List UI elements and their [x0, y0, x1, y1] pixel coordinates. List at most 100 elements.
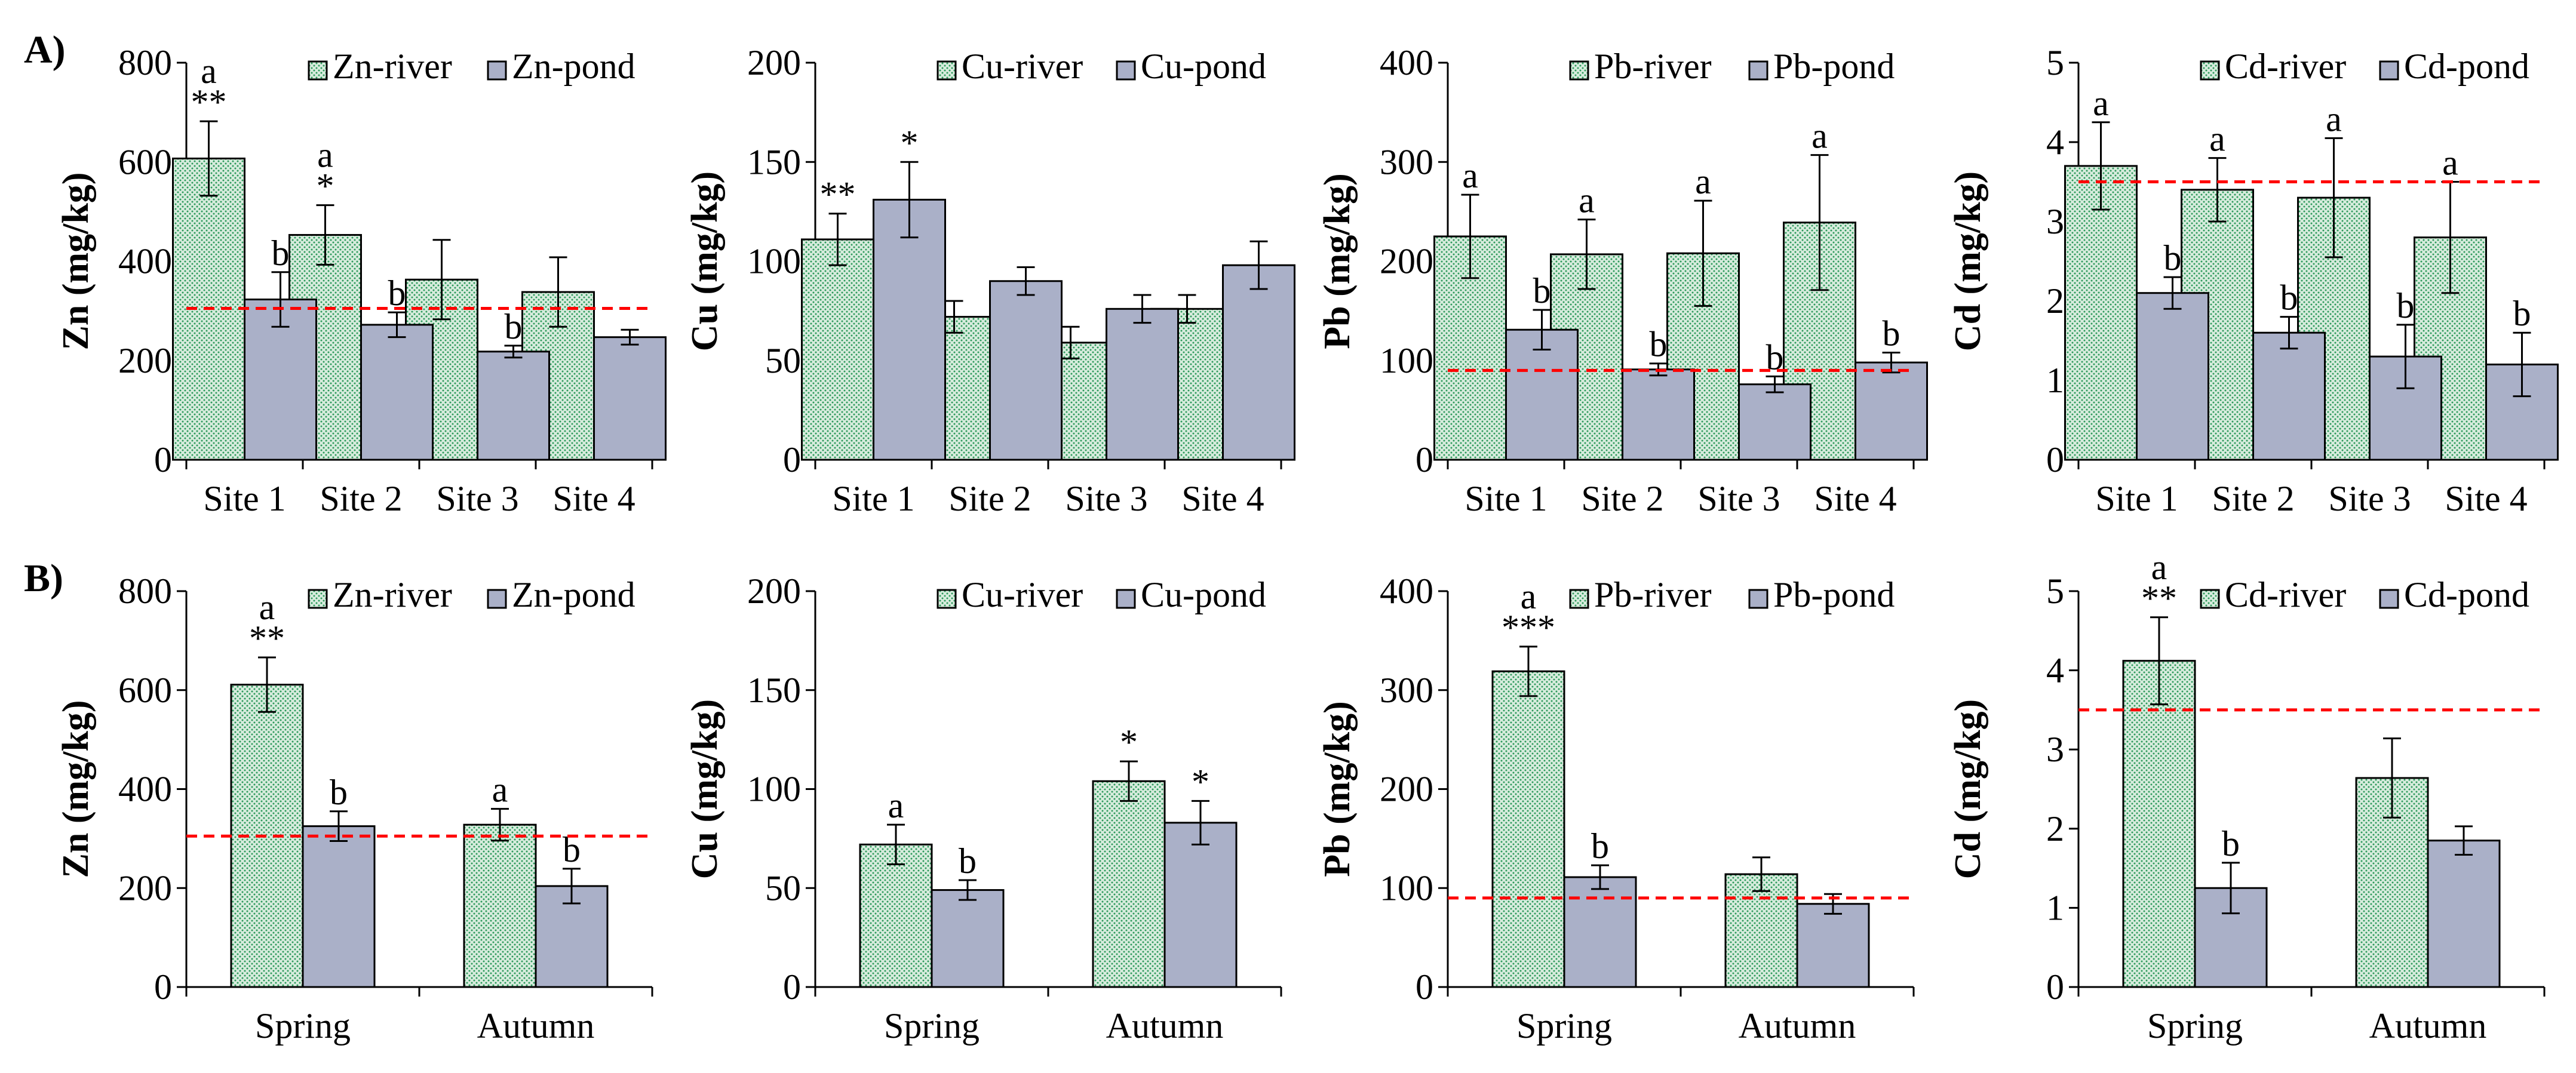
- legend-label-cu-river: Cu-river: [962, 47, 1083, 86]
- x-tick-label: Site 2: [948, 479, 1031, 518]
- y-tick-label: 400: [118, 770, 172, 809]
- legend-label-cd-river: Cd-river: [2225, 47, 2346, 86]
- y-tick-label: 200: [118, 341, 172, 380]
- y-tick-label: 0: [1416, 967, 1433, 1007]
- legend-label-zn-river: Zn-river: [333, 575, 452, 614]
- x-tick-label: Site 4: [1814, 479, 1896, 518]
- legend-label-cd-pond: Cd-pond: [2404, 47, 2529, 86]
- legend-swatch-cd-pond: [2379, 60, 2399, 81]
- y-tick-label: 0: [154, 967, 172, 1007]
- x-tick-label: Site 2: [320, 479, 402, 518]
- x-tick-label: Site 1: [832, 479, 914, 518]
- legend-label-pb-pond: Pb-pond: [1773, 47, 1895, 86]
- bar-cd-pond: [2427, 840, 2501, 988]
- y-axis-label: Cd (mg/kg): [1948, 171, 1988, 351]
- significance-label: a: [492, 770, 508, 810]
- significance-label: a: [317, 136, 333, 175]
- bar-pb-pond: [1505, 328, 1579, 461]
- x-tick-label: Site 3: [1697, 479, 1780, 518]
- y-tick-label: 4: [2046, 651, 2064, 690]
- bar-cu-river: [859, 843, 933, 988]
- x-tick-label: Site 4: [2445, 479, 2527, 518]
- significance-label: **: [249, 619, 285, 658]
- significance-label: *: [901, 123, 919, 162]
- y-tick-label: 100: [1380, 341, 1433, 380]
- y-tick-label: 50: [765, 868, 801, 908]
- bar-cu-pond: [1106, 308, 1179, 461]
- legend-label-zn-pond: Zn-pond: [512, 47, 635, 86]
- significance-label: b: [2513, 294, 2531, 333]
- bar-pb-river: [1491, 670, 1565, 988]
- x-tick-label: Spring: [884, 1006, 980, 1046]
- significance-label: *: [1120, 722, 1138, 762]
- bar-cd-pond: [2136, 292, 2209, 461]
- y-tick-label: 100: [1380, 868, 1433, 908]
- legend-label-zn-pond: Zn-pond: [512, 575, 635, 614]
- legend-swatch-cu-river: [937, 60, 957, 81]
- legend-swatch-pb-river: [1569, 60, 1589, 81]
- legend-swatch-cd-river: [2200, 589, 2220, 609]
- significance-label: a: [2093, 84, 2109, 123]
- significance-label: b: [1591, 826, 1609, 866]
- y-tick-label: 300: [1380, 671, 1433, 710]
- significance-label: ***: [1502, 608, 1555, 647]
- significance-label: **: [2141, 579, 2177, 618]
- significance-label: **: [820, 175, 856, 214]
- bar-pb-pond: [1796, 903, 1870, 988]
- bar-cu-river: [801, 238, 874, 461]
- significance-label: a: [1462, 156, 1478, 195]
- chart-b-cu: 0 50 100 150 200 Cu (mg/kg) Spring Autumn a * b * Cu…: [684, 571, 1282, 1046]
- x-tick-label: Site 3: [2328, 479, 2411, 518]
- y-tick-label: 0: [783, 967, 801, 1007]
- x-tick-label: Spring: [255, 1006, 351, 1046]
- bar-pb-pond: [1738, 383, 1812, 461]
- significance-label: b: [388, 273, 406, 313]
- y-tick-label: 4: [2046, 122, 2064, 162]
- bar-pb-river: [1724, 873, 1798, 988]
- x-tick-label: Site 1: [2095, 479, 2178, 518]
- legend-swatch-zn-pond: [487, 60, 507, 81]
- significance-label: a: [1521, 577, 1537, 616]
- bar-cu-pond: [1222, 264, 1295, 461]
- panel-label-b: B): [24, 557, 63, 600]
- x-tick-label: Spring: [1516, 1006, 1612, 1046]
- significance-label: b: [330, 773, 348, 812]
- legend-label-cu-river: Cu-river: [962, 575, 1083, 614]
- legend-label-zn-river: Zn-river: [333, 47, 452, 86]
- bar-zn-pond: [302, 825, 376, 988]
- bar-cu-pond: [873, 198, 946, 461]
- legend-swatch-cd-river: [2200, 60, 2220, 81]
- significance-label: b: [2280, 278, 2298, 318]
- y-tick-label: 3: [2046, 730, 2064, 769]
- x-tick-label: Site 1: [1464, 479, 1547, 518]
- y-axis-label: Zn (mg/kg): [56, 700, 96, 878]
- y-tick-label: 1: [2046, 361, 2064, 400]
- y-tick-label: 1: [2046, 888, 2064, 927]
- significance-label: a: [2442, 143, 2458, 183]
- y-tick-label: 0: [1416, 440, 1433, 479]
- y-tick-label: 400: [118, 242, 172, 281]
- x-tick-label: Autumn: [1106, 1006, 1224, 1046]
- bar-zn-pond: [593, 336, 667, 461]
- x-tick-label: Spring: [2147, 1006, 2243, 1046]
- y-axis-label: Cd (mg/kg): [1948, 699, 1988, 879]
- legend-swatch-pb-pond: [1748, 589, 1768, 609]
- y-tick-label: 2: [2046, 281, 2064, 321]
- y-tick-label: 100: [747, 242, 801, 281]
- bar-pb-pond: [1563, 876, 1637, 988]
- legend-swatch-zn-river: [308, 60, 328, 81]
- y-axis-label: Zn (mg/kg): [56, 173, 96, 351]
- y-tick-label: 800: [118, 571, 172, 611]
- legend-label-pb-river: Pb-river: [1594, 47, 1712, 86]
- y-tick-label: 3: [2046, 202, 2064, 241]
- legend-swatch-cu-pond: [1116, 589, 1136, 609]
- y-tick-label: 200: [747, 43, 801, 82]
- significance-label: a: [888, 786, 904, 825]
- y-tick-label: 0: [2046, 967, 2064, 1007]
- y-tick-label: 0: [2046, 440, 2064, 479]
- y-tick-label: 5: [2046, 43, 2064, 82]
- legend-swatch-cd-pond: [2379, 589, 2399, 609]
- y-tick-label: 300: [1380, 142, 1433, 182]
- significance-label: a: [259, 588, 275, 627]
